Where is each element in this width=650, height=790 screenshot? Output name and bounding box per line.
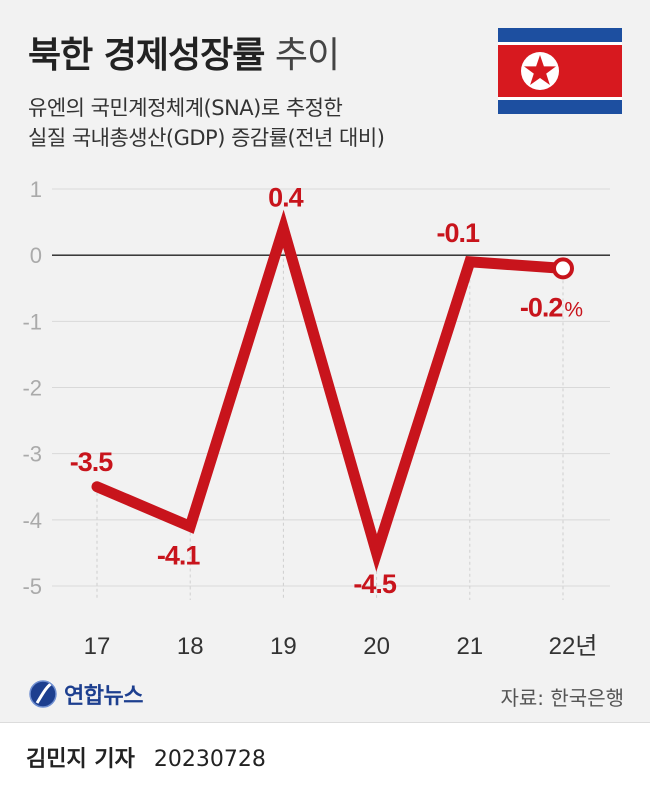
x-tick-label: 18 (177, 633, 204, 660)
byline: 김민지 기자 20230728 (26, 741, 266, 773)
y-tick-label: -4 (22, 508, 42, 533)
footer: 김민지 기자 20230728 (0, 722, 650, 790)
series-line (91, 209, 569, 572)
page-title: 북한 경제성장률 추이 (28, 26, 340, 78)
north-korea-flag-icon (498, 28, 622, 114)
title-bold: 북한 경제성장률 (28, 35, 265, 76)
reporter-name: 김민지 기자 (26, 747, 135, 772)
x-tick-label: 20 (363, 633, 390, 660)
data-label: -0.2% (520, 292, 583, 322)
y-tick-label: -3 (22, 442, 42, 467)
data-point-marker (552, 257, 574, 280)
y-tick-label: 0 (30, 243, 42, 268)
subtitle-line1: 유엔의 국민계정체계(SNA)로 추정한 (28, 96, 343, 120)
y-tick-label: -1 (22, 309, 42, 334)
subtitle-line2: 실질 국내총생산(GDP) 증감률(전년 대비) (28, 126, 385, 150)
logo-text: 연합뉴스 (64, 684, 143, 709)
yonhap-logo: 연합뉴스 (28, 676, 143, 712)
data-label: -0.1 (437, 218, 481, 248)
x-tick-label: 19 (270, 633, 297, 660)
header: 북한 경제성장률 추이 유엔의 국민계정체계(SNA)로 추정한 실질 국내총생… (0, 0, 650, 180)
source-note: 자료: 한국은행 (500, 686, 625, 710)
yonhap-logo-icon (29, 680, 57, 708)
y-tick-label: -5 (22, 574, 42, 599)
x-tick-label: 22년 (549, 633, 598, 660)
y-tick-label: 1 (30, 177, 42, 202)
x-tick-label: 21 (456, 633, 483, 660)
publish-date: 20230728 (153, 747, 266, 772)
data-label: 0.4 (268, 183, 304, 213)
title-light: 추이 (274, 35, 340, 76)
data-label: -4.1 (157, 540, 201, 570)
x-tick-label: 17 (84, 633, 111, 660)
data-label: -3.5 (70, 447, 114, 477)
y-tick-label: -2 (22, 376, 42, 401)
data-label-unit: % (564, 298, 582, 321)
growth-line-chart: 1 0 -1 -2 -3 -4 -5 -3.5 -4.1 0.4 -4.5 -0.1 -0.2% 17 18… (22, 177, 610, 660)
data-label: -4.5 (353, 569, 397, 599)
